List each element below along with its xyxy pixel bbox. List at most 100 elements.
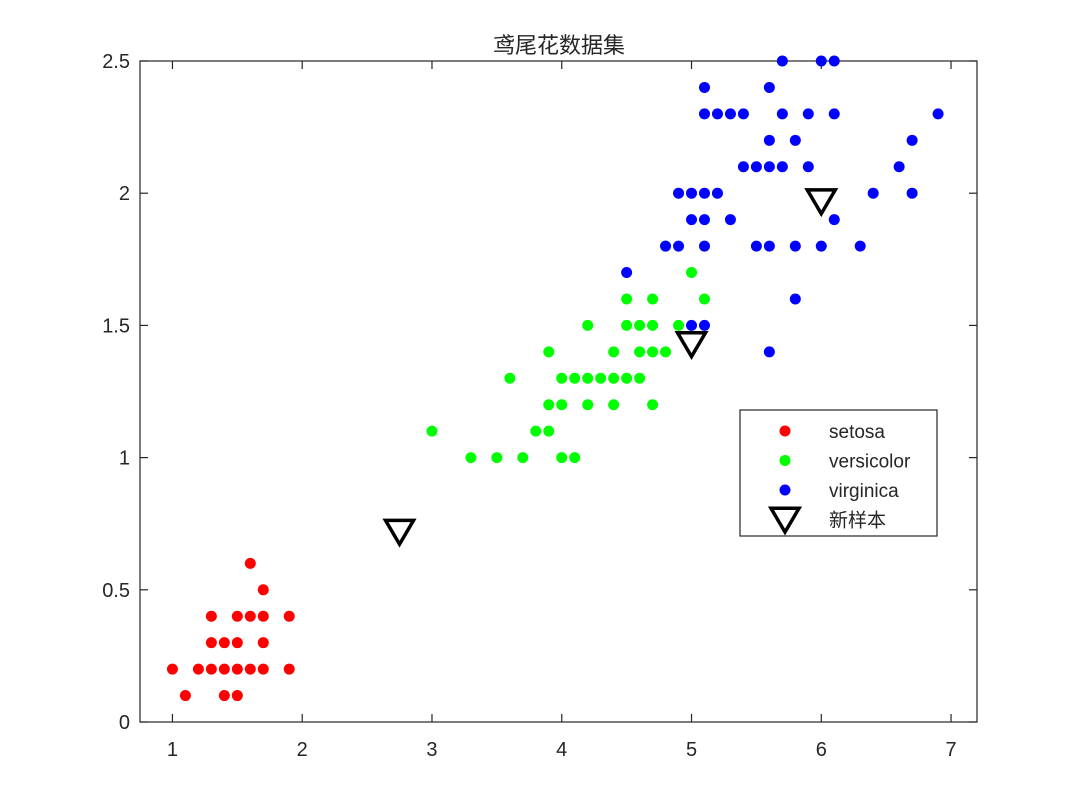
data-point bbox=[815, 55, 827, 67]
legend-marker bbox=[779, 484, 791, 496]
data-point bbox=[517, 452, 529, 464]
data-point bbox=[218, 663, 230, 675]
data-point bbox=[543, 425, 555, 437]
data-point bbox=[698, 108, 710, 120]
series-0 bbox=[166, 557, 295, 702]
y-tick-label: 0 bbox=[119, 712, 130, 734]
x-tick-label: 1 bbox=[167, 739, 178, 761]
legend-label: versicolor bbox=[829, 452, 911, 473]
y-tick-label: 2.5 bbox=[102, 51, 130, 73]
data-point bbox=[205, 663, 217, 675]
data-point bbox=[686, 214, 698, 226]
legend-label: setosa bbox=[829, 422, 885, 443]
data-point bbox=[543, 399, 555, 411]
data-point bbox=[283, 610, 295, 622]
data-point bbox=[582, 372, 594, 384]
data-point bbox=[789, 134, 801, 146]
data-point bbox=[634, 346, 646, 358]
data-point bbox=[647, 399, 659, 411]
y-tick-label: 1 bbox=[119, 448, 130, 470]
data-point bbox=[763, 81, 775, 93]
data-point bbox=[179, 690, 191, 702]
data-point bbox=[698, 240, 710, 252]
data-point bbox=[530, 425, 542, 437]
data-point bbox=[231, 690, 243, 702]
data-point bbox=[556, 372, 568, 384]
data-point bbox=[205, 637, 217, 649]
data-point bbox=[218, 637, 230, 649]
series-2 bbox=[621, 55, 944, 358]
data-point bbox=[257, 584, 269, 596]
legend-marker bbox=[779, 425, 791, 437]
data-point bbox=[257, 663, 269, 675]
data-point bbox=[244, 610, 256, 622]
data-point bbox=[647, 346, 659, 358]
legend-marker bbox=[767, 506, 803, 536]
data-point bbox=[491, 452, 503, 464]
x-tick-label: 7 bbox=[945, 739, 956, 761]
data-point bbox=[906, 134, 918, 146]
data-point bbox=[556, 452, 568, 464]
data-point bbox=[673, 240, 685, 252]
data-point bbox=[621, 319, 633, 331]
data-point bbox=[504, 372, 516, 384]
data-point bbox=[608, 372, 620, 384]
data-point bbox=[231, 610, 243, 622]
data-point bbox=[737, 108, 749, 120]
data-point bbox=[867, 187, 879, 199]
data-point bbox=[763, 240, 775, 252]
data-point bbox=[595, 372, 607, 384]
data-point bbox=[893, 161, 905, 173]
new-sample-point bbox=[382, 518, 417, 548]
data-point bbox=[608, 399, 620, 411]
legend-marker bbox=[779, 455, 791, 466]
legend-box bbox=[739, 409, 938, 537]
data-point bbox=[802, 161, 814, 173]
data-point bbox=[556, 399, 568, 411]
data-point bbox=[763, 161, 775, 173]
data-point bbox=[815, 240, 827, 252]
data-point bbox=[582, 399, 594, 411]
data-point bbox=[673, 319, 685, 331]
data-point bbox=[192, 663, 204, 675]
data-point bbox=[698, 81, 710, 93]
data-point bbox=[621, 293, 633, 305]
data-point bbox=[582, 319, 594, 331]
data-point bbox=[283, 663, 295, 675]
new-sample-point bbox=[804, 188, 839, 218]
data-point bbox=[776, 108, 788, 120]
data-point bbox=[711, 108, 723, 120]
data-point bbox=[257, 637, 269, 649]
data-point bbox=[231, 637, 243, 649]
data-point bbox=[828, 108, 840, 120]
data-point bbox=[724, 108, 736, 120]
data-point bbox=[854, 240, 866, 252]
data-point bbox=[789, 293, 801, 305]
series-3 bbox=[382, 188, 839, 548]
y-tick-label: 0.5 bbox=[102, 580, 130, 602]
data-point bbox=[660, 346, 672, 358]
data-point bbox=[724, 214, 736, 226]
legend: setosa versicolor virginica 新样本 bbox=[739, 409, 938, 537]
data-point bbox=[647, 293, 659, 305]
data-point bbox=[763, 346, 775, 358]
x-tick-label: 6 bbox=[816, 739, 827, 761]
y-tick-label: 2 bbox=[119, 183, 130, 205]
data-point bbox=[906, 187, 918, 199]
data-point bbox=[634, 372, 646, 384]
data-point bbox=[257, 610, 269, 622]
data-point bbox=[776, 161, 788, 173]
data-point bbox=[569, 452, 581, 464]
data-point bbox=[621, 372, 633, 384]
data-point bbox=[244, 557, 256, 569]
chart-title: 鸢尾花数据集 bbox=[493, 34, 625, 59]
data-point bbox=[686, 187, 698, 199]
data-point bbox=[828, 55, 840, 67]
data-point bbox=[686, 319, 698, 331]
plot-area bbox=[139, 60, 978, 723]
new-sample-point bbox=[674, 330, 709, 360]
data-point bbox=[789, 240, 801, 252]
data-point bbox=[711, 187, 723, 199]
x-tick-label: 4 bbox=[556, 739, 567, 761]
legend-label: virginica bbox=[829, 481, 899, 502]
